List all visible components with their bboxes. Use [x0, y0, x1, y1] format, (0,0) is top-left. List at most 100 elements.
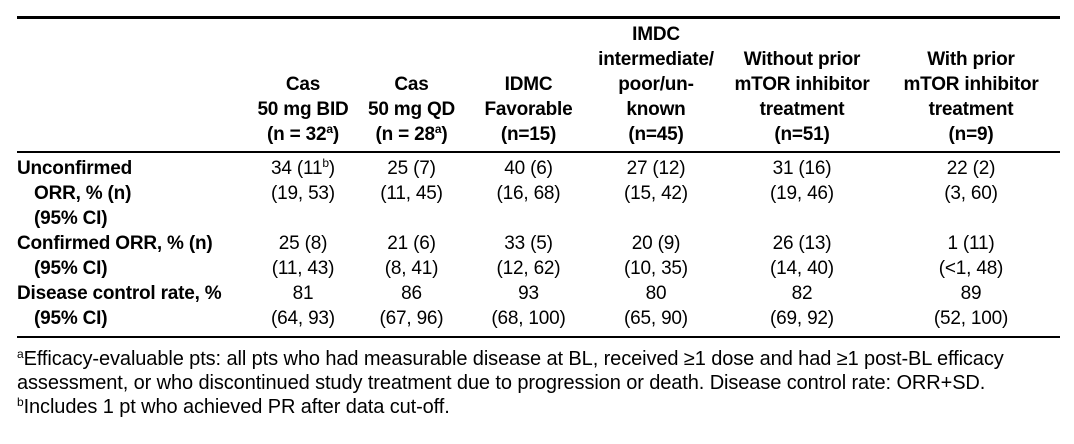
value-cell: 21 (6) (8, 41) — [356, 231, 467, 281]
cell-ci: (3, 60) — [944, 183, 998, 204]
row-label-line: (95% CI) — [34, 258, 108, 279]
header-line: known — [626, 99, 686, 120]
cell-value: 81 — [292, 283, 314, 304]
efficacy-table: Cas 50 mg BID (n = 32a) Cas 50 mg QD (n … — [17, 16, 1060, 338]
cell-ci: (<1, 48) — [938, 258, 1004, 279]
row-label-line: (95% CI) — [34, 308, 108, 329]
footnote-marker-a: a — [434, 122, 442, 136]
header-line: treatment — [759, 99, 845, 120]
cell-value: 1 (11) — [947, 233, 995, 254]
cell-value: 26 (13) — [772, 233, 832, 254]
value-cell: 89 (52, 100) — [882, 281, 1060, 337]
header-line: mTOR inhibitor — [734, 74, 870, 95]
cell-ci: (12, 62) — [496, 258, 561, 279]
value-cell: 25 (7) (11, 45) — [356, 152, 467, 231]
cell-value: 22 (2) — [946, 158, 996, 179]
value-text: 34 (11 — [271, 158, 323, 179]
cell-value: 82 — [791, 283, 813, 304]
value-cell: 40 (6) (16, 68) — [467, 152, 590, 231]
cell-value: 93 — [518, 283, 539, 304]
cell-ci: (64, 93) — [271, 308, 335, 329]
header-line-n: (n=15) — [500, 124, 557, 145]
table-row-disease-control-rate: Disease control rate, % (95% CI) 81 (64,… — [17, 281, 1060, 337]
footnote-b: bIncludes 1 pt who achieved PR after dat… — [17, 395, 1060, 419]
row-label-cell: Disease control rate, % (95% CI) — [17, 281, 250, 337]
header-line: intermediate/ — [598, 49, 714, 70]
header-line-n: (n = 28a) — [356, 122, 467, 147]
value-cell: 25 (8) (11, 43) — [250, 231, 356, 281]
header-cell-without-prior-mtor: Without prior mTOR inhibitor treatment (… — [722, 17, 882, 153]
cell-ci: (11, 43) — [271, 258, 335, 279]
header-line-n: (n=51) — [774, 124, 830, 145]
cell-ci: (68, 100) — [491, 308, 566, 329]
header-line: 50 mg BID — [257, 99, 349, 120]
value-cell: 22 (2) (3, 60) — [882, 152, 1060, 231]
cell-value: 21 (6) — [387, 233, 436, 254]
header-line: With prior — [927, 49, 1015, 70]
header-line: Favorable — [484, 99, 573, 120]
header-line: IDMC — [504, 74, 553, 95]
row-label-line: Unconfirmed — [17, 158, 132, 179]
cell-value: 31 (16) — [772, 158, 832, 179]
header-line: Cas — [394, 74, 429, 95]
header-line: Cas — [285, 74, 321, 95]
header-line: mTOR inhibitor — [903, 74, 1039, 95]
cell-ci: (67, 96) — [379, 308, 444, 329]
cell-ci: (52, 100) — [933, 308, 1009, 329]
value-cell: 20 (9) (10, 35) — [590, 231, 722, 281]
footnotes-section: aEfficacy-evaluable pts: all pts who had… — [17, 347, 1060, 419]
header-cell-cas-50mg-bid: Cas 50 mg BID (n = 32a) — [250, 17, 356, 153]
header-line: Without prior — [743, 49, 861, 70]
row-label-cell: Unconfirmed ORR, % (n) (95% CI) — [17, 152, 250, 231]
row-label-line: ORR, % (n) — [34, 183, 132, 204]
footnote-marker-a: a — [326, 122, 333, 136]
cell-value: 86 — [401, 283, 422, 304]
header-line: 50 mg QD — [367, 99, 456, 120]
value-cell: 31 (16) (19, 46) — [722, 152, 882, 231]
value-cell: 80 (65, 90) — [590, 281, 722, 337]
table-row-confirmed-orr: Confirmed ORR, % (n) (95% CI) 25 (8) (11… — [17, 231, 1060, 281]
efficacy-table-figure: Cas 50 mg BID (n = 32a) Cas 50 mg QD (n … — [0, 16, 1074, 419]
cell-ci: (19, 53) — [271, 183, 335, 204]
cell-value: 20 (9) — [631, 233, 681, 254]
cell-ci: (8, 41) — [384, 258, 439, 279]
header-cell-idmc-favorable: IDMC Favorable (n=15) — [467, 17, 590, 153]
cell-ci: (19, 46) — [770, 183, 834, 204]
header-line-n: (n = 32a) — [250, 122, 356, 147]
value-cell: 26 (13) (14, 40) — [722, 231, 882, 281]
row-label-line: Confirmed ORR, % (n) — [17, 233, 213, 254]
value-cell: 1 (11) (<1, 48) — [882, 231, 1060, 281]
n-count: (n = 28 — [375, 124, 436, 145]
value-cell: 33 (5) (12, 62) — [467, 231, 590, 281]
cell-ci: (14, 40) — [770, 258, 834, 279]
header-cell-imdc-intermediate-poor-unknown: IMDC intermediate/ poor/un- known (n=45) — [590, 17, 722, 153]
cell-ci: (65, 90) — [624, 308, 688, 329]
cell-ci: (10, 35) — [624, 258, 688, 279]
value-cell: 81 (64, 93) — [250, 281, 356, 337]
n-count-close: ) — [332, 124, 339, 145]
header-line: treatment — [928, 99, 1014, 120]
header-line-n: (n=45) — [628, 124, 684, 145]
cell-value: 27 (12) — [626, 158, 686, 179]
header-line: IMDC — [632, 24, 680, 45]
footnote-marker-b: b — [322, 156, 329, 170]
row-label-line: (95% CI) — [34, 208, 108, 229]
cell-value: 25 (7) — [387, 158, 436, 179]
header-cell-cas-50mg-qd: Cas 50 mg QD (n = 28a) — [356, 17, 467, 153]
cell-value: 34 (11b) — [250, 156, 356, 181]
cell-ci: (15, 42) — [624, 183, 688, 204]
value-cell: 27 (12) (15, 42) — [590, 152, 722, 231]
cell-value: 89 — [960, 283, 982, 304]
value-cell: 93 (68, 100) — [467, 281, 590, 337]
header-line-n: (n=9) — [948, 124, 994, 145]
n-count: (n = 32 — [267, 124, 327, 145]
cell-ci: (16, 68) — [496, 183, 561, 204]
row-label-cell: Confirmed ORR, % (n) (95% CI) — [17, 231, 250, 281]
footnote-b-text: Includes 1 pt who achieved PR after data… — [23, 396, 450, 418]
value-cell: 86 (67, 96) — [356, 281, 467, 337]
table-row-unconfirmed-orr: Unconfirmed ORR, % (n) (95% CI) 34 (11b)… — [17, 152, 1060, 231]
cell-value: 80 — [645, 283, 667, 304]
header-cell-empty — [17, 17, 250, 153]
n-count-close: ) — [441, 124, 448, 145]
cell-value: 33 (5) — [504, 233, 553, 254]
